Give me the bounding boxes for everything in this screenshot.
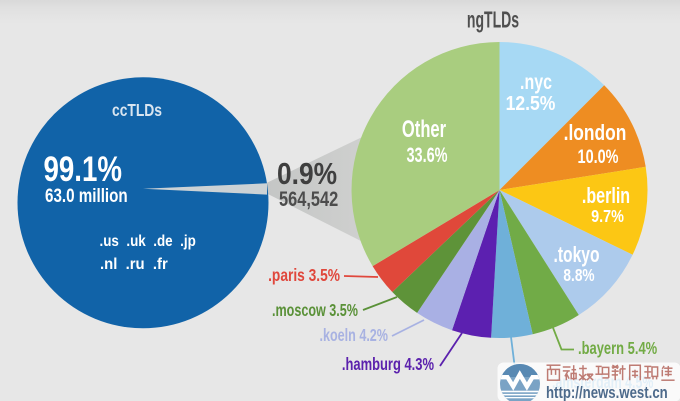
svg-text:.bayern 5.4%: .bayern 5.4% bbox=[578, 339, 657, 359]
svg-text:ngTLDs: ngTLDs bbox=[467, 8, 519, 33]
svg-text:0.9%: 0.9% bbox=[277, 157, 337, 191]
svg-text:63.0 million: 63.0 million bbox=[45, 184, 128, 206]
svg-text:12.5%: 12.5% bbox=[506, 92, 556, 114]
svg-text:8.8%: 8.8% bbox=[563, 266, 594, 285]
svg-text:.berlin: .berlin bbox=[582, 185, 630, 209]
svg-text:.hamburg 4.3%: .hamburg 4.3% bbox=[342, 355, 434, 375]
svg-text:Other: Other bbox=[402, 116, 446, 143]
svg-text:.london: .london bbox=[564, 121, 627, 145]
svg-text:.nl .ru .fr: .nl .ru .fr bbox=[100, 256, 168, 274]
svg-text:10.0%: 10.0% bbox=[578, 146, 619, 167]
svg-text:33.6%: 33.6% bbox=[406, 143, 447, 166]
svg-text:.koeln 4.2%: .koeln 4.2% bbox=[319, 326, 388, 346]
svg-text:99.1%: 99.1% bbox=[44, 149, 122, 189]
svg-text:.moscow 3.5%: .moscow 3.5% bbox=[272, 301, 358, 321]
svg-text:.nyc: .nyc bbox=[520, 70, 552, 94]
svg-text:.tokyo: .tokyo bbox=[554, 244, 600, 268]
svg-text:.paris 3.5%: .paris 3.5% bbox=[268, 265, 340, 285]
svg-text:ccTLDs: ccTLDs bbox=[112, 100, 162, 120]
svg-text:.us .uk .de .jp: .us .uk .de .jp bbox=[100, 233, 196, 250]
svg-text:9.7%: 9.7% bbox=[591, 207, 624, 227]
svg-text:564,542: 564,542 bbox=[279, 187, 338, 210]
svg-text:http://news.west.cn: http://news.west.cn bbox=[546, 384, 668, 401]
